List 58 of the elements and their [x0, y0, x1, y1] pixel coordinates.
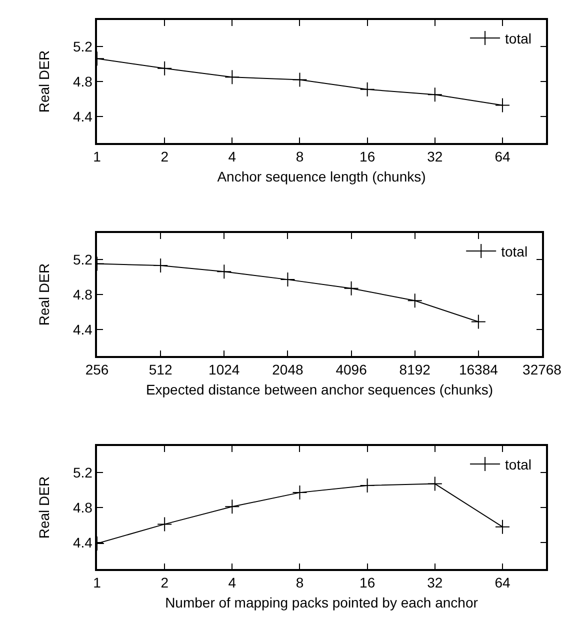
x-tick-label: 32 — [427, 148, 443, 165]
point — [494, 519, 510, 534]
y-axis-title: Real DER — [36, 50, 52, 113]
y-tick-label: 4.4 — [72, 322, 93, 338]
y-tick-label: 4.4 — [72, 108, 93, 125]
x-tick-label: 512 — [148, 362, 172, 378]
point — [216, 264, 232, 280]
y-axis-title: Real DER — [36, 476, 52, 539]
y-tick-label: 4.8 — [72, 499, 93, 516]
x-tick-label: 1 — [93, 574, 102, 591]
point — [292, 72, 308, 88]
point — [427, 476, 442, 492]
x-tick-label: 32768 — [522, 362, 562, 378]
x-tick-label: 256 — [85, 362, 109, 378]
x-tick-label: 64 — [494, 574, 510, 591]
x-tick-label: 16 — [360, 574, 376, 591]
x-tick-label: 2048 — [272, 362, 304, 378]
y-tick-label: 5.2 — [72, 464, 93, 480]
x-tick-label: 16 — [360, 148, 376, 165]
x-tick-label: 2 — [160, 574, 169, 591]
x-axis-title: Number of mapping packs pointed by each anchor — [165, 594, 478, 610]
y-tick-label: 5.2 — [72, 251, 93, 268]
x-tick-label: 8 — [296, 148, 304, 165]
x-tick-label: 8 — [296, 574, 304, 591]
x-axis-title: Anchor sequence length (chunks) — [217, 168, 426, 184]
legend-label: total — [505, 456, 532, 473]
x-tick-label: 2 — [160, 148, 169, 165]
y-tick-label: 4.4 — [72, 534, 93, 551]
x-tick-label: 4 — [228, 574, 236, 591]
point — [224, 499, 240, 514]
point — [157, 60, 172, 76]
x-tick-label: 8192 — [399, 362, 431, 378]
point — [360, 82, 375, 97]
point — [224, 70, 240, 85]
y-tick-label: 4.8 — [72, 286, 93, 302]
point — [427, 87, 442, 102]
point — [153, 258, 168, 274]
x-tick-label: 4096 — [336, 362, 368, 378]
point — [494, 98, 510, 113]
point — [470, 314, 486, 330]
legend-label: total — [501, 244, 528, 260]
x-tick-label: 64 — [494, 148, 510, 165]
point — [407, 293, 422, 308]
x-tick-label: 4 — [228, 148, 236, 165]
legend-label: total — [505, 30, 532, 47]
y-tick-label: 4.8 — [72, 73, 93, 90]
point — [292, 485, 308, 500]
x-tick-label: 16384 — [458, 362, 498, 378]
x-tick-label: 1 — [93, 148, 102, 165]
x-tick-label: 32 — [427, 574, 443, 591]
point — [157, 516, 172, 532]
x-tick-label: 1024 — [208, 362, 240, 378]
point — [344, 280, 359, 296]
x-axis-title: Expected distance between anchor sequences (chunks) — [146, 381, 494, 398]
y-tick-label: 5.2 — [72, 38, 93, 54]
point — [360, 478, 375, 494]
point — [280, 272, 296, 288]
y-axis-title: Real DER — [36, 263, 52, 326]
